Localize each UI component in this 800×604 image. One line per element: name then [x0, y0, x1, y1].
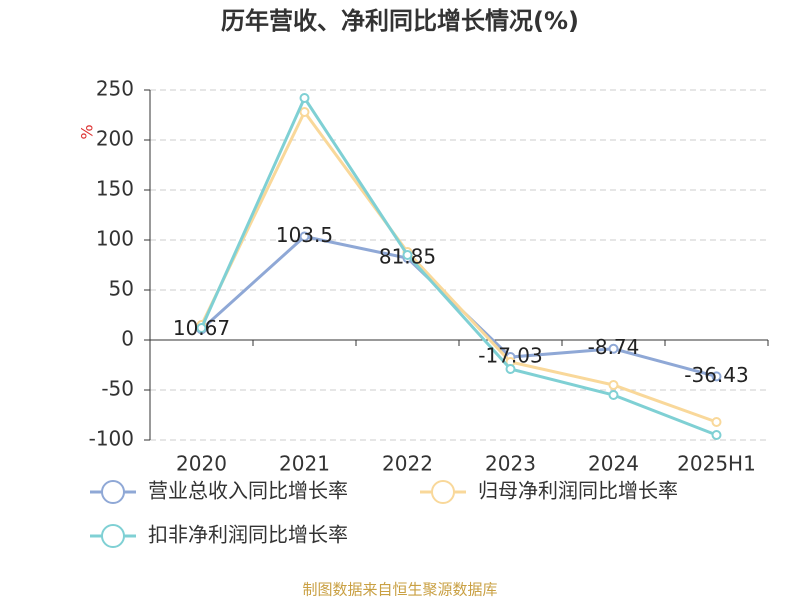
- data-point: [505, 364, 516, 374]
- x-tick-label: 2023: [485, 452, 536, 476]
- data-point: [196, 323, 207, 333]
- legend-label: 扣非净利润同比增长率: [148, 523, 348, 547]
- y-tick-label: -100: [89, 427, 134, 451]
- x-tick-label: 2024: [588, 452, 639, 476]
- legend-marker: [431, 480, 455, 504]
- y-tick-label: 200: [96, 127, 134, 151]
- series-line: [200, 109, 718, 424]
- data-point: [711, 430, 722, 440]
- data-point: [608, 343, 619, 354]
- y-tick-label: 0: [121, 327, 134, 351]
- y-tick-label: 150: [96, 177, 134, 201]
- data-label: -36.43: [684, 363, 748, 387]
- data-point: [402, 250, 413, 260]
- data-point: [299, 93, 310, 103]
- data-point: [711, 417, 722, 427]
- source-note: 制图数据来自恒生聚源数据库: [302, 581, 497, 599]
- data-label: 103.5: [276, 223, 333, 247]
- data-label: -8.74: [588, 335, 640, 359]
- x-tick-label: 2022: [382, 452, 433, 476]
- y-tick-label: -50: [101, 377, 134, 401]
- legend-marker: [101, 480, 125, 504]
- x-tick-label: 2020: [176, 452, 227, 476]
- y-tick-label: 50: [109, 277, 134, 301]
- chart-title: 历年营收、净利同比增长情况(%): [221, 7, 579, 35]
- data-label: 81.85: [379, 245, 436, 269]
- data-point: [608, 390, 619, 400]
- legend-marker: [101, 524, 125, 548]
- y-axis-label: %: [78, 124, 97, 139]
- x-tick-label: 2025H1: [677, 452, 756, 476]
- x-tick-label: 2021: [279, 452, 330, 476]
- data-label: 10.67: [173, 316, 230, 340]
- series-line: [200, 94, 718, 437]
- data-point: [711, 371, 722, 382]
- legend-label: 营业总收入同比增长率: [148, 479, 348, 503]
- y-tick-label: 250: [96, 77, 134, 101]
- data-point: [299, 107, 310, 117]
- y-tick-label: 100: [96, 227, 134, 251]
- data-point: [608, 380, 619, 390]
- data-label: -17.03: [478, 344, 542, 368]
- data-point: [299, 231, 310, 242]
- legend-label: 归母净利润同比增长率: [478, 479, 678, 503]
